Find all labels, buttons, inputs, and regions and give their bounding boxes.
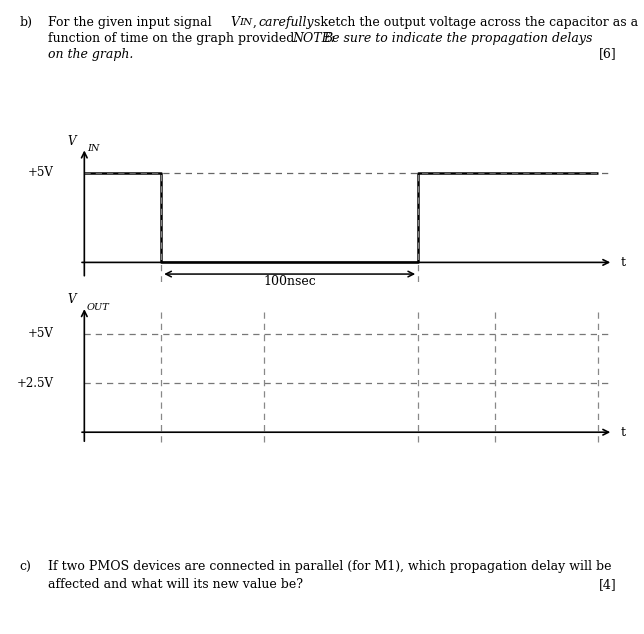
Text: +2.5V: +2.5V	[17, 377, 53, 389]
Text: [4]: [4]	[599, 578, 617, 592]
Text: Be sure to indicate the propagation delays: Be sure to indicate the propagation dela…	[323, 32, 592, 45]
Text: function of time on the graph provided.: function of time on the graph provided.	[48, 32, 307, 45]
Text: For the given input signal: For the given input signal	[48, 16, 216, 29]
Text: t: t	[621, 256, 626, 269]
Text: b): b)	[19, 16, 32, 29]
Text: [6]: [6]	[599, 48, 617, 61]
Text: 100nsec: 100nsec	[263, 275, 316, 288]
Text: IN: IN	[239, 18, 252, 27]
Text: V: V	[231, 16, 240, 29]
Text: sketch the output voltage across the capacitor as a: sketch the output voltage across the cap…	[314, 16, 638, 29]
Text: c): c)	[19, 560, 31, 574]
Text: V: V	[67, 134, 76, 148]
Text: on the graph.: on the graph.	[48, 48, 134, 61]
Text: t: t	[621, 425, 626, 439]
Text: NOTE:: NOTE:	[292, 32, 336, 45]
Text: +5V: +5V	[28, 327, 53, 340]
Text: V: V	[67, 294, 76, 306]
Text: +5V: +5V	[28, 166, 53, 179]
Text: OUT: OUT	[87, 303, 109, 312]
Text: ,: ,	[252, 16, 256, 29]
Text: carefully: carefully	[259, 16, 314, 29]
Text: IN: IN	[87, 144, 99, 153]
Text: affected and what will its new value be?: affected and what will its new value be?	[48, 578, 303, 592]
Text: If two PMOS devices are connected in parallel (for M1), which propagation delay : If two PMOS devices are connected in par…	[48, 560, 612, 574]
